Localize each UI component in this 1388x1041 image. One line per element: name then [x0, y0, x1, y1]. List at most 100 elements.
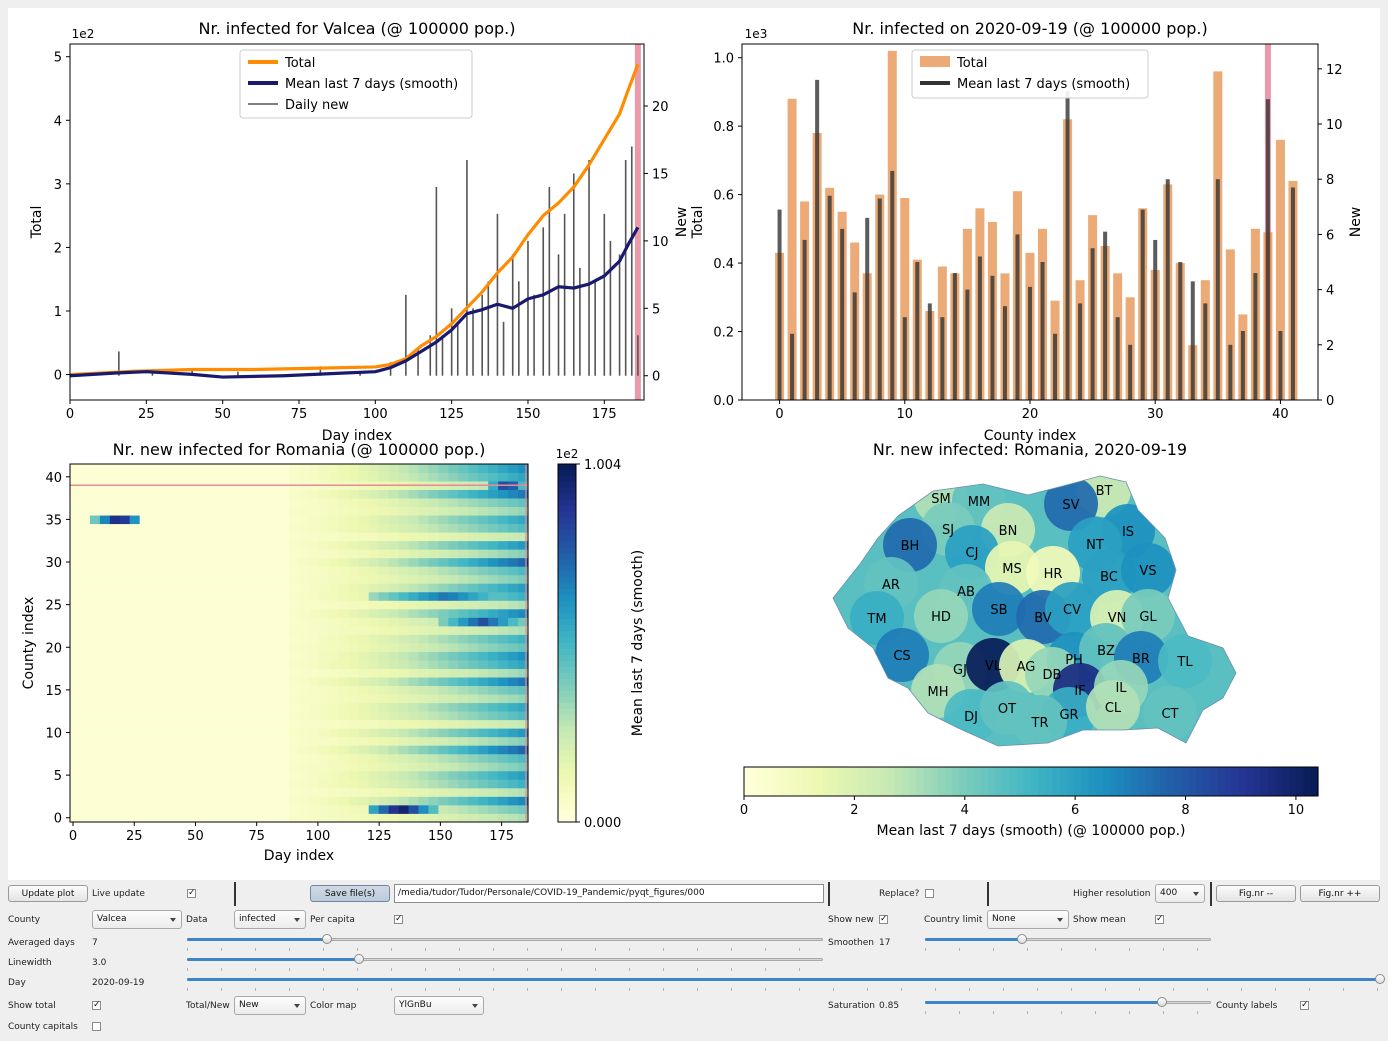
- total-new-select[interactable]: New: [234, 996, 306, 1015]
- show-new-checkbox[interactable]: ✓: [879, 914, 888, 924]
- heatmap-cell: [338, 498, 350, 508]
- heatmap-cell: [239, 489, 250, 499]
- heatmap-cell: [229, 600, 240, 610]
- heatmap-cell: [239, 515, 250, 525]
- slider-handle[interactable]: [1157, 997, 1168, 1007]
- slider-handle[interactable]: [353, 954, 364, 964]
- heatmap-cell: [149, 472, 161, 482]
- heatmap-cell: [149, 804, 161, 814]
- county-capitals-checkbox[interactable]: [92, 1022, 101, 1031]
- averaged-days-slider[interactable]: [187, 934, 823, 951]
- heatmap-cell: [338, 549, 350, 559]
- heatmap-cell: [119, 711, 131, 721]
- y2-tick-label: 10: [652, 235, 669, 250]
- heatmap-cell: [328, 677, 340, 687]
- colorbar-segment: [558, 708, 576, 716]
- data-select[interactable]: infected: [234, 910, 306, 929]
- heatmap-cell: [348, 472, 360, 482]
- linewidth-slider[interactable]: [187, 954, 823, 971]
- per-capita-checkbox[interactable]: ✓: [394, 914, 403, 924]
- heatmap-cell: [518, 660, 529, 669]
- heatmap-cell: [318, 498, 330, 508]
- heatmap-cell: [438, 685, 449, 695]
- heatmap-cell: [79, 779, 91, 789]
- replace-checkbox[interactable]: [925, 889, 934, 898]
- heatmap-cell: [149, 515, 161, 525]
- y-offset-label: 1e3: [745, 27, 768, 41]
- heatmap-cell: [159, 515, 171, 525]
- heatmap-cell: [488, 753, 499, 763]
- heatmap-cell: [358, 489, 370, 499]
- heatmap-cell: [159, 813, 171, 823]
- update-plot-button[interactable]: Update plot: [8, 885, 88, 902]
- fig-prev-button[interactable]: Fig.nr --: [1216, 885, 1296, 902]
- heatmap-cell: [438, 574, 449, 584]
- heatmap-cell: [129, 464, 141, 473]
- heatmap-cell: [179, 540, 191, 550]
- heatmap-cell: [488, 574, 499, 584]
- country-limit-select[interactable]: None: [987, 910, 1069, 929]
- slider-handle[interactable]: [1375, 974, 1385, 984]
- save-path-input[interactable]: /media/tudor/Tudor/Personale/COVID-19_Pa…: [394, 884, 824, 903]
- fig-next-button[interactable]: Fig.nr ++: [1300, 885, 1380, 902]
- slider-handle[interactable]: [321, 934, 332, 944]
- heatmap-cell: [109, 498, 121, 508]
- colorbar-segment: [937, 767, 946, 796]
- heatmap-cell: [378, 472, 390, 482]
- heatmap-cell: [408, 711, 420, 721]
- smoothen-slider[interactable]: [925, 934, 1211, 951]
- saturation-slider[interactable]: [925, 997, 1211, 1014]
- heatmap-cell: [179, 643, 191, 652]
- heatmap-cell: [348, 532, 360, 542]
- color-map-select[interactable]: YlGnBu: [394, 996, 484, 1015]
- heatmap-cell: [139, 600, 151, 610]
- heatmap-cell: [149, 770, 161, 780]
- heatmap-cell: [119, 813, 131, 823]
- save-files-button[interactable]: Save file(s): [310, 885, 390, 902]
- heatmap-cell: [428, 779, 439, 789]
- heatmap-cell: [289, 489, 300, 499]
- heatmap-cell: [428, 651, 439, 661]
- heatmap-cell: [209, 702, 220, 712]
- heatmap-cell: [149, 506, 161, 516]
- heatmap-cell: [179, 523, 191, 533]
- county-label: CJ: [966, 546, 979, 561]
- heatmap-cell: [169, 787, 181, 797]
- county-labels-checkbox[interactable]: ✓: [1300, 1000, 1309, 1010]
- heatmap-cell: [209, 736, 220, 746]
- heatmap-cell: [488, 489, 499, 499]
- county-label: CS: [893, 649, 910, 664]
- heatmap-cell: [448, 472, 459, 482]
- heatmap-cell: [508, 506, 519, 516]
- heatmap-cell: [249, 608, 260, 618]
- heatmap-cell: [508, 787, 519, 797]
- heatmap-cell: [488, 779, 499, 789]
- heatmap-cell: [169, 506, 181, 516]
- heatmap-cell: [478, 736, 489, 746]
- y2-tick-label: 20: [652, 100, 669, 115]
- heatmap-cell: [299, 472, 310, 482]
- county-select[interactable]: Valcea: [92, 910, 182, 929]
- heatmap-cell: [318, 770, 330, 780]
- colorbar-segment: [558, 535, 576, 543]
- heatmap-cell: [478, 651, 489, 661]
- heatmap-cell: [478, 515, 489, 525]
- colorbar-segment: [558, 804, 576, 811]
- heatmap-cell: [179, 591, 191, 601]
- heatmap-cell: [249, 574, 260, 584]
- live-update-checkbox[interactable]: ✓: [187, 888, 196, 898]
- heatmap-cell: [189, 532, 201, 542]
- day-slider[interactable]: [187, 974, 1385, 991]
- heatmap-cell: [219, 489, 230, 499]
- slider-handle[interactable]: [1017, 934, 1028, 944]
- heatmap-cell: [328, 608, 340, 618]
- heatmap-cell: [129, 677, 141, 687]
- resolution-select[interactable]: 400: [1155, 884, 1205, 903]
- show-mean-checkbox[interactable]: ✓: [1155, 914, 1164, 924]
- heatmap-cell: [378, 762, 390, 772]
- heatmap-cell: [398, 762, 410, 772]
- y-tick-label: 0: [54, 812, 62, 827]
- show-mean-label: Show mean: [1073, 915, 1126, 925]
- heatmap-cell: [289, 685, 300, 695]
- show-total-checkbox[interactable]: ✓: [92, 1000, 101, 1010]
